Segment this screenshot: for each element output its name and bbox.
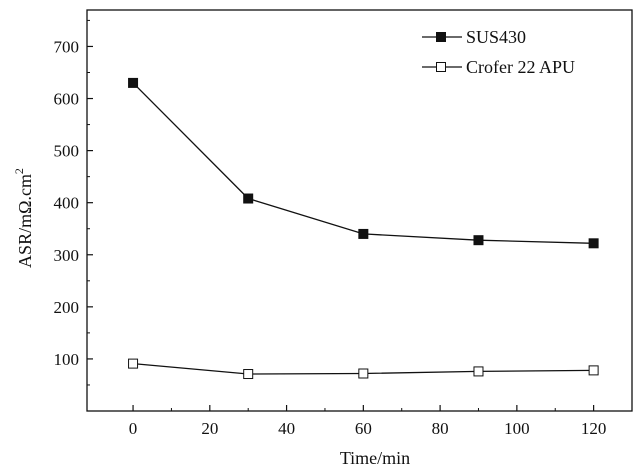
data-point-series-0 bbox=[588, 238, 599, 249]
series-group bbox=[128, 77, 599, 380]
x-tick-label: 20 bbox=[201, 419, 218, 438]
y-axis-title: ASR/mΩ.cm2 bbox=[12, 168, 35, 268]
series-line-0 bbox=[132, 82, 594, 244]
data-point-series-0 bbox=[358, 228, 369, 239]
x-tick-label: 100 bbox=[504, 419, 530, 438]
legend-marker-crofer bbox=[436, 62, 446, 72]
axis-ticks: 0 20 40 60 80 100 120 100 200 300 400 500 600 700 bbox=[54, 19, 607, 438]
data-point-series-1 bbox=[128, 358, 139, 369]
x-tick-label: 80 bbox=[432, 419, 449, 438]
legend-label-crofer: Crofer 22 APU bbox=[466, 57, 575, 77]
x-tick-label: 0 bbox=[129, 419, 138, 438]
data-point-series-1 bbox=[243, 369, 254, 380]
y-axis-title-main: ASR/mΩ.cm bbox=[15, 174, 35, 268]
y-axis-title-group: ASR/mΩ.cm2 bbox=[12, 168, 35, 268]
y-axis-title-superscript: 2 bbox=[12, 168, 26, 174]
data-point-series-0 bbox=[243, 193, 254, 204]
data-point-series-0 bbox=[128, 77, 139, 88]
y-tick-label: 500 bbox=[54, 142, 80, 161]
x-tick-label: 120 bbox=[581, 419, 607, 438]
data-point-series-1 bbox=[588, 365, 599, 376]
data-point-series-0 bbox=[473, 235, 484, 246]
data-point-series-1 bbox=[358, 368, 369, 379]
y-tick-label: 200 bbox=[54, 298, 80, 317]
y-tick-label: 400 bbox=[54, 194, 80, 213]
y-tick-label: 700 bbox=[54, 37, 80, 56]
y-tick-label: 600 bbox=[54, 90, 80, 109]
legend: SUS430 Crofer 22 APU bbox=[422, 27, 575, 77]
data-point-series-1 bbox=[473, 366, 484, 377]
legend-marker-sus430 bbox=[436, 32, 446, 42]
x-axis-title: Time/min bbox=[340, 448, 410, 468]
y-tick-label: 300 bbox=[54, 246, 80, 265]
y-tick-label: 100 bbox=[54, 350, 80, 369]
legend-label-sus430: SUS430 bbox=[466, 27, 526, 47]
x-tick-label: 40 bbox=[278, 419, 295, 438]
x-tick-label: 60 bbox=[355, 419, 372, 438]
plot-area: 0 20 40 60 80 100 120 100 200 300 400 500 600 700 bbox=[54, 9, 633, 438]
plot-frame bbox=[86, 9, 633, 412]
